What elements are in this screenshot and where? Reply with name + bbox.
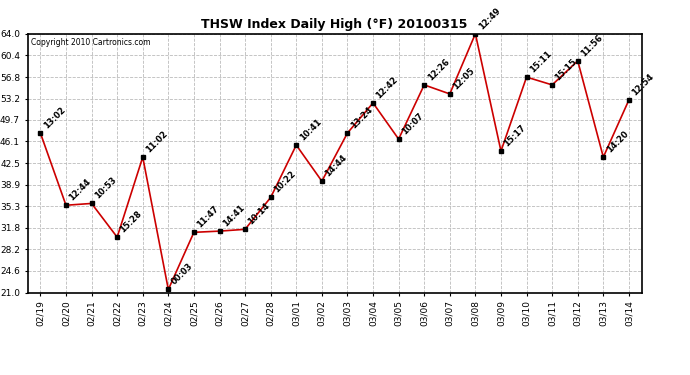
Text: 10:41: 10:41 [297,117,323,142]
Text: 15:11: 15:11 [528,49,553,74]
Text: 12:49: 12:49 [477,6,502,31]
Text: 11:47: 11:47 [195,204,221,230]
Text: 14:20: 14:20 [604,129,630,154]
Text: 10:53: 10:53 [93,176,118,201]
Text: Copyright 2010 Cartronics.com: Copyright 2010 Cartronics.com [30,38,150,46]
Text: 15:15: 15:15 [553,57,579,82]
Text: 11:56: 11:56 [579,33,604,58]
Text: 11:02: 11:02 [144,129,170,154]
Text: 10:07: 10:07 [400,111,425,136]
Text: 00:03: 00:03 [170,262,195,287]
Text: 15:17: 15:17 [502,123,528,148]
Text: 14:41: 14:41 [221,203,246,228]
Text: 12:44: 12:44 [68,177,92,203]
Text: 12:42: 12:42 [375,75,400,100]
Text: 13:02: 13:02 [42,105,67,130]
Text: 12:54: 12:54 [630,72,656,97]
Text: 10:14: 10:14 [246,201,272,226]
Text: 13:24: 13:24 [349,105,374,130]
Text: 15:28: 15:28 [119,209,144,234]
Text: 10:22: 10:22 [272,170,297,195]
Text: 12:05: 12:05 [451,66,477,91]
Text: 14:44: 14:44 [323,153,348,178]
Text: 12:26: 12:26 [426,57,451,82]
Title: THSW Index Daily High (°F) 20100315: THSW Index Daily High (°F) 20100315 [201,18,468,31]
